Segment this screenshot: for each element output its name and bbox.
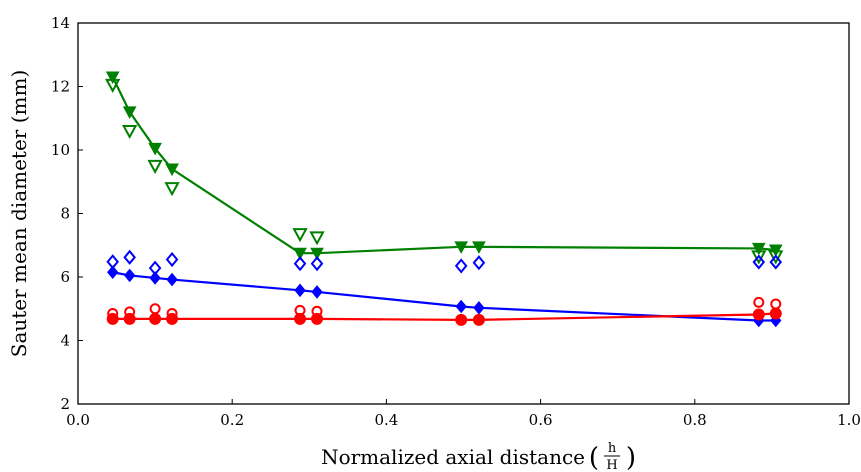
series-line-triangle-down xyxy=(111,76,776,255)
data-point-open-diamond xyxy=(148,260,162,276)
data-point-filled-circle xyxy=(455,313,468,326)
x-axis-label-denominator: H xyxy=(606,458,617,472)
data-point-open-triangle-down xyxy=(768,250,784,265)
data-point-filled-diamond xyxy=(455,299,467,314)
data-point-open-circle xyxy=(149,303,161,315)
data-point-filled-diamond xyxy=(124,268,136,283)
data-point-open-diamond xyxy=(310,256,324,272)
data-point-filled-triangle-down xyxy=(148,142,162,156)
data-point-filled-triangle-down xyxy=(293,247,307,261)
data-point-filled-diamond xyxy=(149,271,161,285)
series-line-diamond xyxy=(112,271,776,322)
data-point-filled-circle xyxy=(769,307,782,320)
data-point-filled-circle xyxy=(149,312,162,325)
data-point-open-diamond xyxy=(123,249,136,265)
data-point-open-diamond xyxy=(769,254,783,270)
data-point-filled-diamond xyxy=(294,283,306,298)
data-point-filled-circle xyxy=(294,312,307,325)
data-point-open-circle xyxy=(124,306,136,318)
x-tick-label: 0.2 xyxy=(220,411,244,429)
data-point-open-circle xyxy=(311,305,323,317)
data-point-filled-triangle-down xyxy=(165,163,179,177)
data-point-open-diamond xyxy=(472,255,486,271)
x-tick-label: 0.8 xyxy=(683,411,707,429)
data-point-open-circle xyxy=(753,296,765,308)
data-point-open-circle xyxy=(294,304,306,316)
data-point-open-triangle-down xyxy=(121,124,138,140)
data-point-filled-triangle-down xyxy=(472,241,486,254)
x-axis-label-close-paren: ) xyxy=(626,443,636,472)
data-point-filled-circle xyxy=(472,313,485,326)
x-axis-label-open-paren: ( xyxy=(589,443,599,472)
data-point-filled-diamond xyxy=(166,272,178,287)
data-point-open-triangle-down xyxy=(164,182,180,197)
data-point-open-triangle-down xyxy=(105,78,121,94)
data-point-open-circle xyxy=(107,308,119,320)
data-point-filled-triangle-down xyxy=(751,242,766,256)
y-tick-label: 12 xyxy=(51,78,70,96)
x-tick-label: 0.6 xyxy=(529,411,553,429)
y-tick-label: 14 xyxy=(51,14,70,32)
data-point-open-diamond xyxy=(293,256,307,272)
x-tick-label: 0.0 xyxy=(66,411,90,429)
data-point-open-diamond xyxy=(752,254,766,270)
axis-ticks: 0.0 0.2 0.4 0.6 0.8 1.0 2 4 6 8 10 12 14 xyxy=(51,14,861,429)
data-point-open-diamond xyxy=(106,254,119,270)
data-point-filled-circle xyxy=(752,308,765,321)
data-point-open-triangle-down xyxy=(309,231,325,246)
x-axis-label-numerator: h xyxy=(608,441,617,456)
y-tick-label: 2 xyxy=(60,395,70,413)
data-point-open-circle xyxy=(166,308,178,320)
x-axis-label: Normalized axial distance xyxy=(321,445,585,469)
y-tick-label: 6 xyxy=(60,268,70,286)
data-point-filled-triangle-down xyxy=(454,241,469,254)
plot-marks xyxy=(105,71,784,328)
x-tick-label: 1.0 xyxy=(837,411,861,429)
data-point-open-diamond xyxy=(454,258,468,274)
data-point-filled-diamond xyxy=(107,265,119,280)
data-point-filled-triangle-down xyxy=(105,71,120,85)
y-tick-label: 8 xyxy=(60,205,70,223)
data-point-open-circle xyxy=(770,298,782,310)
data-point-open-triangle-down xyxy=(292,228,308,243)
data-point-open-triangle-down xyxy=(751,250,767,265)
series-line-circle xyxy=(112,312,776,321)
y-tick-label: 10 xyxy=(51,141,70,159)
data-point-filled-circle xyxy=(311,312,324,325)
data-point-open-triangle-down xyxy=(147,159,163,174)
y-tick-label: 4 xyxy=(60,332,70,350)
data-point-filled-diamond xyxy=(473,301,485,315)
x-tick-label: 0.4 xyxy=(374,411,398,429)
y-axis-label: Sauter mean diameter (mm) xyxy=(7,70,31,358)
data-point-filled-triangle-down xyxy=(122,106,137,119)
data-point-open-diamond xyxy=(165,251,179,268)
data-point-filled-triangle-down xyxy=(310,247,324,261)
plot-frame xyxy=(77,22,850,405)
data-point-filled-diamond xyxy=(311,285,323,299)
